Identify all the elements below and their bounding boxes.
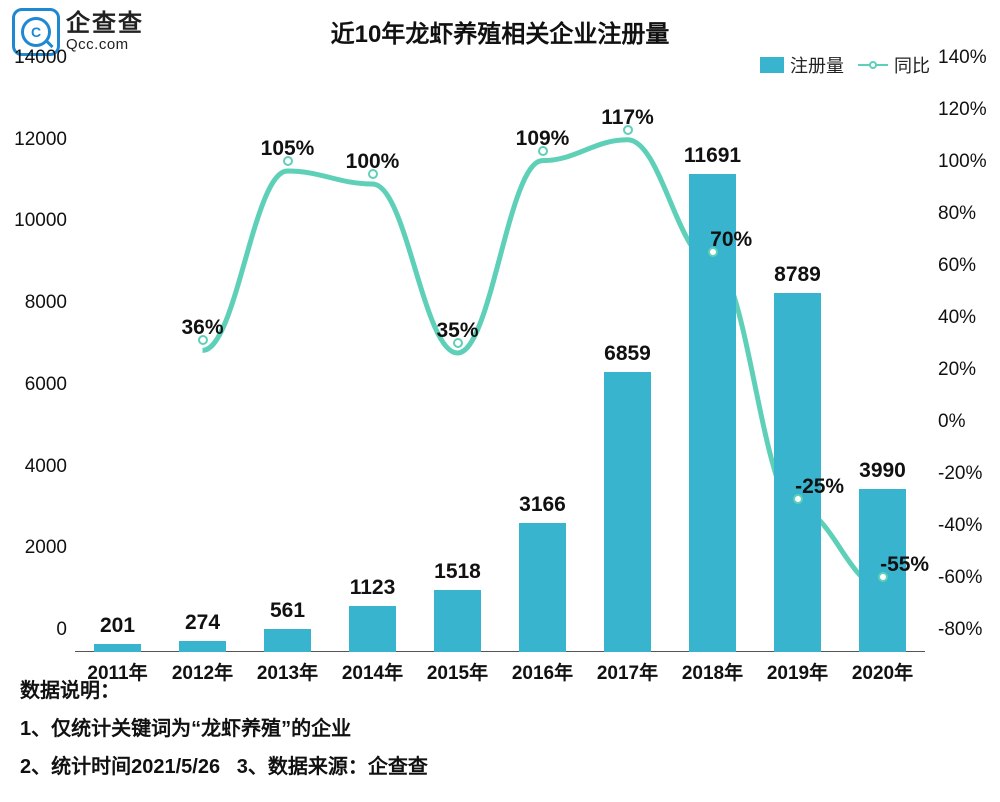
bar-value-label: 8789: [774, 263, 821, 287]
y-right-tick: -60%: [930, 567, 1000, 589]
legend-line-label: 同比: [894, 52, 930, 78]
notes-line-1: 1、仅统计关键词为“龙虾养殖”的企业: [20, 710, 428, 748]
x-tick-label: 2018年: [682, 658, 743, 685]
bar-value-label: 1123: [350, 576, 396, 600]
line-value-label: 105%: [261, 137, 315, 161]
bar-value-label: 3990: [859, 459, 906, 483]
y-left-tick: 10000: [5, 210, 75, 232]
x-tick-label: 2016年: [512, 658, 573, 685]
bar: [264, 629, 311, 652]
legend-bar: 注册量: [760, 52, 844, 78]
bar: [604, 372, 651, 652]
y-axis-right: -80%-60%-40%-20%0%20%40%60%80%100%120%14…: [930, 80, 1000, 652]
legend-bar-swatch: [760, 57, 784, 73]
chart-title: 近10年龙虾养殖相关企业注册量: [0, 14, 1000, 49]
y-left-tick: 4000: [5, 456, 75, 478]
line-value-label: 35%: [436, 319, 478, 343]
notes-line-2: 2、统计时间2021/5/26 3、数据来源：企查查: [20, 748, 428, 786]
bar-value-label: 3166: [519, 493, 566, 517]
bar-value-label: 11691: [684, 144, 741, 168]
y-left-tick: 6000: [5, 374, 75, 396]
chart-area: 02000400060008000100001200014000 -80%-60…: [75, 80, 925, 652]
legend-bar-label: 注册量: [790, 52, 844, 78]
chart-container: C 企查查 Qcc.com 近10年龙虾养殖相关企业注册量 注册量 同比 020…: [0, 0, 1000, 802]
y-right-tick: 60%: [930, 255, 1000, 277]
bar-value-label: 6859: [604, 342, 651, 366]
line-value-label: 117%: [601, 106, 654, 130]
footnotes: 数据说明： 1、仅统计关键词为“龙虾养殖”的企业 2、统计时间2021/5/26…: [20, 672, 428, 786]
bar-value-label: 274: [185, 611, 220, 635]
x-tick-label: 2017年: [597, 658, 658, 685]
x-tick-label: 2019年: [767, 658, 828, 685]
line-value-label: 36%: [181, 316, 223, 340]
line-value-label: -55%: [880, 553, 929, 577]
line-value-label: 70%: [710, 228, 752, 252]
legend-line-swatch: [858, 57, 888, 73]
y-left-tick: 14000: [5, 47, 75, 69]
y-left-tick: 0: [5, 619, 75, 641]
y-right-tick: 120%: [930, 99, 1000, 121]
notes-heading: 数据说明：: [20, 672, 428, 710]
legend: 注册量 同比: [760, 52, 930, 78]
y-left-tick: 12000: [5, 129, 75, 151]
line-value-label: -25%: [795, 475, 844, 499]
y-axis-left: 02000400060008000100001200014000: [5, 80, 75, 652]
y-left-tick: 8000: [5, 292, 75, 314]
y-right-tick: -80%: [930, 619, 1000, 641]
bar-value-label: 561: [270, 599, 305, 623]
line-value-label: 109%: [516, 127, 570, 151]
bar: [179, 641, 226, 652]
bar: [434, 590, 481, 652]
y-right-tick: 100%: [930, 151, 1000, 173]
bar-value-label: 201: [100, 614, 135, 638]
y-right-tick: 80%: [930, 203, 1000, 225]
y-right-tick: 40%: [930, 307, 1000, 329]
y-right-tick: 140%: [930, 47, 1000, 69]
legend-line: 同比: [858, 52, 930, 78]
plot-area: 201 274 561 1123 1518 3166 6859 11691 8789 3990 36…: [75, 80, 925, 652]
y-right-tick: 0%: [930, 411, 1000, 433]
bar: [349, 606, 396, 652]
y-right-tick: -40%: [930, 515, 1000, 537]
y-right-tick: -20%: [930, 463, 1000, 485]
bar: [774, 293, 821, 652]
bar: [94, 644, 141, 652]
y-right-tick: 20%: [930, 359, 1000, 381]
x-tick-label: 2020年: [852, 658, 913, 685]
bar: [519, 523, 566, 652]
x-tick-label: 2015年: [427, 658, 488, 685]
bar-value-label: 1518: [434, 560, 481, 584]
y-left-tick: 2000: [5, 537, 75, 559]
line-value-label: 100%: [346, 150, 400, 174]
